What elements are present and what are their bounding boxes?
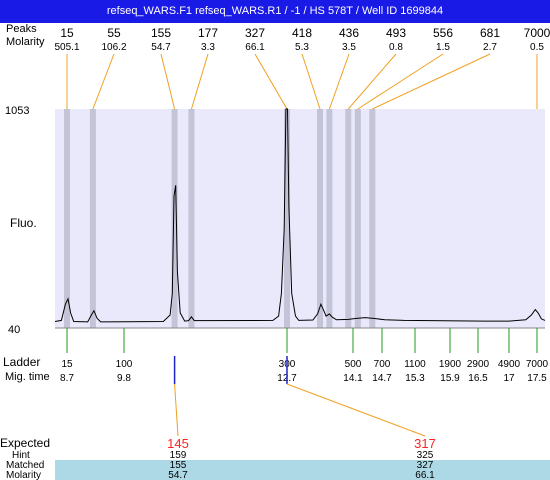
ladder-size-label: 4900	[498, 359, 521, 370]
bottom-molarity-row-label: Molarity	[6, 470, 41, 480]
hint-value: 325	[417, 450, 434, 461]
plot-area	[55, 109, 545, 328]
fluorescence-trace	[54, 108, 546, 323]
peak-molarity-label: 54.7	[151, 42, 171, 53]
peak-size-label: 7000	[524, 26, 550, 40]
peak-size-label: 15	[60, 26, 74, 40]
matched-molarity-value: 54.7	[168, 470, 188, 480]
expected-row-label: Expected	[0, 436, 50, 450]
hint-value: 159	[170, 450, 187, 461]
ladder-size-label: 1900	[439, 359, 462, 370]
peak-connector-line	[254, 53, 288, 110]
expected-connector-line	[286, 383, 426, 437]
peak-labels: 15 505.1 55 106.2 155 54.7 177 3.3 327 66.1 418 5.3…	[54, 26, 550, 53]
ladder-size-label: 15	[61, 359, 73, 370]
ladder-time-label: 9.8	[117, 373, 131, 384]
migration-time-row-label: Mig. time	[5, 371, 50, 383]
ladder-time-label: 14.1	[343, 373, 363, 384]
peak-connector-line	[92, 53, 115, 110]
peak-band	[354, 109, 361, 328]
ladder-time-label: 17	[503, 373, 515, 384]
y-tick-label-min: 40	[8, 324, 20, 336]
ladder-size-label: 2900	[467, 359, 490, 370]
peak-connector-line	[372, 53, 491, 110]
peak-band	[89, 109, 96, 328]
peak-connector-line	[347, 53, 397, 110]
peak-molarity-label: 3.5	[342, 42, 356, 53]
peak-molarity-label: 0.8	[389, 42, 403, 53]
peak-molarity-label: 3.3	[201, 42, 215, 53]
fluo-axis-label: Fluo.	[10, 216, 37, 230]
peak-connector-line	[190, 53, 209, 110]
ladder-markers: 158.71009.830012.750014.170014.7110015.3…	[60, 328, 549, 384]
peak-band	[284, 109, 290, 328]
matched-highlight-band	[55, 460, 550, 480]
hint-row-label: Hint	[12, 450, 30, 461]
peak-connector-line	[357, 53, 444, 110]
peak-band	[369, 109, 376, 328]
peak-bands	[64, 109, 376, 328]
peak-molarity-label: 66.1	[245, 42, 265, 53]
peak-connector-line	[301, 53, 321, 110]
ladder-time-label: 16.5	[468, 373, 488, 384]
peak-connector-line	[160, 53, 176, 110]
ladder-time-label: 14.7	[372, 373, 392, 384]
peak-size-label: 493	[386, 26, 406, 40]
expected-size-value: 317	[414, 436, 436, 451]
peak-band	[317, 109, 323, 328]
matched-value: 327	[417, 460, 434, 471]
peak-band	[64, 109, 70, 328]
expected-size-value: 145	[167, 436, 189, 451]
ladder-size-label: 500	[345, 359, 362, 370]
peak-size-label: 327	[245, 26, 265, 40]
peak-molarity-label: 1.5	[436, 42, 450, 53]
peaks-row-label: Peaks	[6, 23, 37, 35]
peak-molarity-label: 106.2	[101, 42, 126, 53]
peak-size-label: 436	[339, 26, 359, 40]
peak-size-label: 55	[107, 26, 121, 40]
peak-molarity-label: 5.3	[295, 42, 309, 53]
peak-molarity-label: 505.1	[54, 42, 79, 53]
molarity-row-label: Molarity	[6, 36, 45, 48]
ladder-time-label: 15.3	[405, 373, 425, 384]
peak-connector-line	[328, 53, 350, 110]
matched-row-label: Matched	[6, 460, 44, 471]
ladder-time-label: 8.7	[60, 373, 74, 384]
peak-band	[326, 109, 333, 328]
peak-band	[188, 109, 195, 328]
peak-size-label: 418	[292, 26, 312, 40]
window-title: refseq_WARS.F1 refseq_WARS.R1 / -1 / HS …	[0, 0, 550, 23]
ladder-size-label: 1100	[404, 359, 426, 370]
peak-size-label: 681	[480, 26, 500, 40]
expected-connector-line	[174, 383, 179, 437]
peak-molarity-label: 0.5	[530, 42, 544, 53]
ladder-time-label: 17.5	[527, 373, 547, 384]
ladder-time-label: 15.9	[440, 373, 460, 384]
peak-band	[171, 109, 178, 328]
matched-value: 155	[170, 460, 187, 471]
matched-molarity-value: 66.1	[415, 470, 435, 480]
ladder-row-label: Ladder	[3, 355, 40, 369]
peak-size-label: 177	[198, 26, 218, 40]
peak-size-label: 556	[433, 26, 453, 40]
ladder-size-label: 7000	[526, 359, 549, 370]
peak-size-label: 155	[151, 26, 171, 40]
ladder-size-label: 100	[116, 359, 133, 370]
peak-molarity-label: 2.7	[483, 42, 497, 53]
peak-connectors	[66, 53, 538, 110]
peak-band	[345, 109, 352, 328]
y-tick-label-max: 1053	[5, 105, 29, 117]
ladder-size-label: 700	[374, 359, 391, 370]
